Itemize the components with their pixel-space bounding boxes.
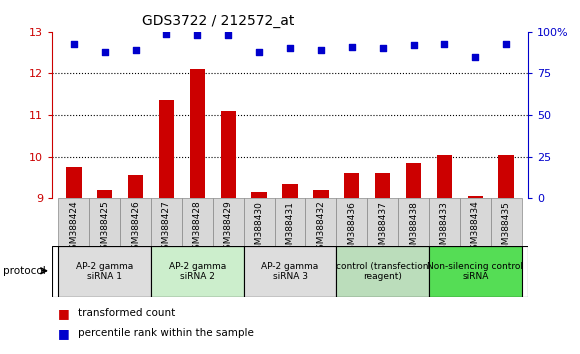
Point	[470, 54, 480, 59]
Point	[69, 41, 78, 46]
Bar	[306, 198, 336, 246]
Bar	[491, 198, 521, 246]
Bar	[244, 198, 274, 246]
Text: AP-2 gamma
siRNA 2: AP-2 gamma siRNA 2	[169, 262, 226, 281]
Bar	[344, 173, 360, 198]
Bar	[220, 111, 236, 198]
Text: GSM388426: GSM388426	[131, 201, 140, 255]
Point	[378, 46, 387, 51]
Bar	[120, 198, 151, 246]
Text: control (transfection
reagent): control (transfection reagent)	[336, 262, 429, 281]
Text: AP-2 gamma
siRNA 1: AP-2 gamma siRNA 1	[76, 262, 133, 281]
Bar	[437, 155, 452, 198]
Text: Non-silencing control
siRNA: Non-silencing control siRNA	[427, 262, 523, 281]
Bar	[460, 198, 491, 246]
Text: GSM388432: GSM388432	[316, 201, 325, 255]
Text: percentile rank within the sample: percentile rank within the sample	[78, 329, 254, 338]
Bar	[151, 198, 182, 246]
Text: GSM388436: GSM388436	[347, 201, 356, 256]
Bar	[429, 198, 460, 246]
Text: GSM388424: GSM388424	[70, 201, 78, 255]
Text: ■: ■	[58, 307, 70, 320]
Bar	[213, 198, 244, 246]
Bar	[336, 198, 367, 246]
Bar	[498, 155, 514, 198]
Bar	[66, 167, 82, 198]
Bar	[406, 163, 421, 198]
Bar	[128, 175, 143, 198]
Text: GSM388429: GSM388429	[224, 201, 233, 255]
Text: AP-2 gamma
siRNA 3: AP-2 gamma siRNA 3	[262, 262, 318, 281]
Point	[100, 49, 110, 55]
Point	[193, 32, 202, 38]
Point	[162, 31, 171, 36]
Bar	[59, 198, 89, 246]
Point	[255, 49, 264, 55]
Point	[285, 46, 295, 51]
Point	[131, 47, 140, 53]
Text: GSM388428: GSM388428	[193, 201, 202, 255]
Text: GSM388431: GSM388431	[285, 201, 295, 256]
Text: GSM388434: GSM388434	[471, 201, 480, 255]
Text: ■: ■	[58, 327, 70, 340]
Point	[347, 44, 356, 50]
Text: GSM388427: GSM388427	[162, 201, 171, 255]
Bar	[97, 190, 113, 198]
Bar	[274, 198, 306, 246]
Text: GSM388430: GSM388430	[255, 201, 264, 256]
Text: GSM388435: GSM388435	[502, 201, 510, 256]
Bar	[59, 246, 151, 297]
Text: GSM388425: GSM388425	[100, 201, 109, 255]
Point	[409, 42, 418, 48]
Bar	[89, 198, 120, 246]
Bar	[467, 196, 483, 198]
Text: protocol: protocol	[3, 266, 46, 276]
Bar	[429, 246, 521, 297]
Text: GSM388433: GSM388433	[440, 201, 449, 256]
Bar	[182, 198, 213, 246]
Bar	[251, 192, 267, 198]
Bar	[375, 173, 390, 198]
Point	[224, 32, 233, 38]
Bar	[151, 246, 244, 297]
Point	[440, 41, 449, 46]
Point	[502, 41, 511, 46]
Text: GDS3722 / 212572_at: GDS3722 / 212572_at	[143, 14, 295, 28]
Text: transformed count: transformed count	[78, 308, 176, 318]
Text: GSM388437: GSM388437	[378, 201, 387, 256]
Bar	[313, 190, 329, 198]
Bar	[190, 69, 205, 198]
Bar	[367, 198, 398, 246]
Point	[316, 47, 325, 53]
Bar	[159, 101, 174, 198]
Bar	[336, 246, 429, 297]
Bar	[282, 184, 298, 198]
Bar	[244, 246, 336, 297]
Text: GSM388438: GSM388438	[409, 201, 418, 256]
Bar	[398, 198, 429, 246]
